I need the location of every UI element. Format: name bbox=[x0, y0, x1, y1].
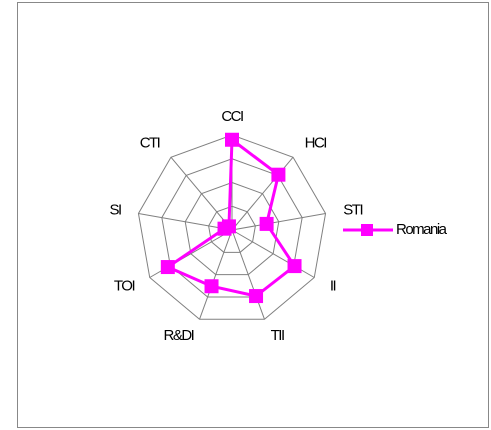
marker bbox=[287, 259, 302, 274]
grid-ring bbox=[161, 158, 303, 298]
marker bbox=[259, 216, 274, 231]
marker bbox=[221, 219, 236, 234]
axis-label: TOI bbox=[114, 277, 135, 294]
marker bbox=[249, 289, 264, 304]
marker bbox=[204, 279, 219, 294]
legend-label: Romania bbox=[396, 221, 448, 238]
legend-marker bbox=[361, 224, 373, 236]
axis-label: HCI bbox=[305, 134, 327, 151]
grid-ring bbox=[208, 205, 256, 253]
axis-label: II bbox=[330, 277, 336, 294]
axis-label: R&DI bbox=[164, 327, 194, 344]
marker bbox=[160, 260, 175, 275]
spoke bbox=[138, 213, 233, 231]
chart-border bbox=[17, 2, 489, 428]
marker bbox=[225, 132, 239, 147]
spoke bbox=[231, 229, 265, 320]
spoke bbox=[199, 229, 233, 320]
axis-label: CTI bbox=[140, 134, 160, 151]
axis-label: SI bbox=[110, 201, 122, 218]
marker bbox=[271, 167, 286, 182]
axis-label: STI bbox=[343, 201, 362, 218]
axis-label: TII bbox=[271, 327, 284, 344]
spoke bbox=[170, 156, 233, 231]
grid-ring bbox=[137, 134, 327, 320]
spoke bbox=[231, 213, 326, 231]
axis-label: CCI bbox=[221, 108, 243, 125]
